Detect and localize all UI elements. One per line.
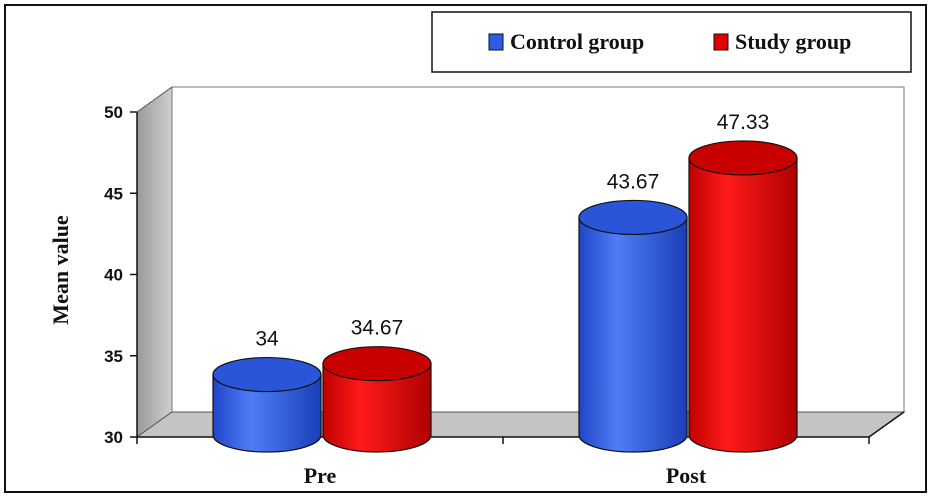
legend-swatch-control [489,34,503,50]
x-category-label: Post [666,463,707,488]
data-label: 43.67 [607,170,660,193]
legend-label-study: Study group [735,29,851,54]
left-wall [137,87,172,437]
bar-study-group-pre [323,347,431,452]
data-label: 47.33 [717,111,770,134]
bar-body [689,158,797,452]
x-category-label: Pre [304,463,337,488]
legend-label-control: Control group [510,29,644,54]
y-tick-label: 35 [104,347,123,366]
y-ticks: 30 35 40 45 50 [104,103,137,447]
bar-control-group-pre [213,358,321,452]
legend: Control group Study group [432,12,911,72]
bar-study-group-post [689,141,797,452]
y-tick-label: 30 [104,428,123,447]
bar-top [689,141,797,175]
data-label: 34 [255,328,279,351]
y-tick-label: 40 [104,266,123,285]
bar-body [579,217,687,452]
y-axis: 30 35 40 45 50 [104,103,137,447]
y-tick-label: 45 [104,184,123,203]
legend-swatch-study [714,34,728,50]
y-axis-title: Mean value [48,215,73,325]
bar-top [579,200,687,234]
bar-control-group-post [579,200,687,452]
y-tick-label: 50 [104,103,123,122]
bar-top [213,358,321,392]
bar-top [323,347,431,381]
data-label: 34.67 [351,317,404,340]
